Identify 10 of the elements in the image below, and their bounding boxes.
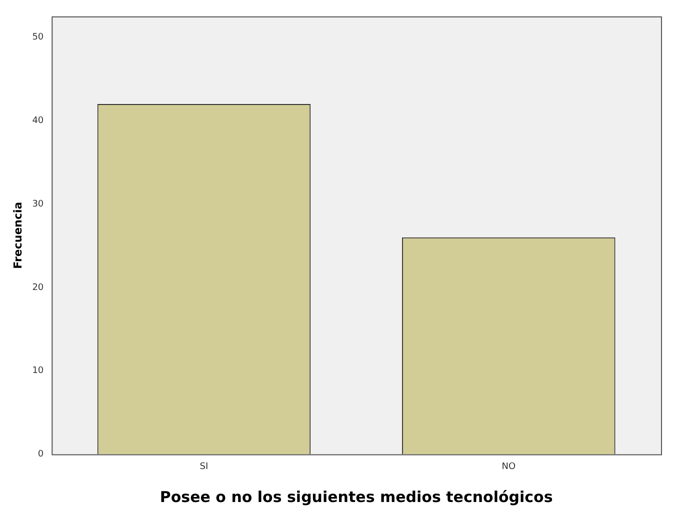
y-axis-title: Frecuencia bbox=[11, 202, 24, 269]
y-tick-label: 30 bbox=[32, 199, 44, 210]
y-tick-label: 10 bbox=[32, 366, 44, 376]
y-tick-label: 50 bbox=[32, 32, 44, 43]
y-tick-label: 0 bbox=[38, 450, 44, 460]
x-tick-label: NO bbox=[502, 462, 516, 472]
y-tick-label: 20 bbox=[32, 282, 44, 293]
y-tick-label: 40 bbox=[32, 116, 44, 126]
x-axis-title: Posee o no los siguientes medios tecnológicos bbox=[160, 488, 553, 506]
x-tick-label: SI bbox=[200, 462, 208, 472]
